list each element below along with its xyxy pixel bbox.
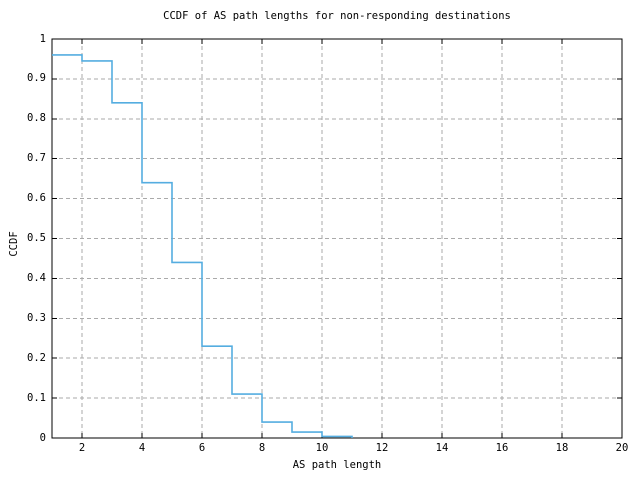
y-tick-label: 0.6: [27, 192, 46, 205]
x-tick-label: 20: [615, 442, 629, 454]
x-tick-label: 6: [198, 442, 206, 454]
y-tick-label: 0.4: [27, 271, 46, 284]
y-tick-label: 0.8: [27, 112, 46, 125]
chart-title: CCDF of AS path lengths for non-respondi…: [163, 10, 511, 22]
y-tick-label: 0.2: [27, 351, 46, 364]
x-tick-label: 2: [78, 442, 86, 454]
x-tick-label: 8: [258, 442, 266, 454]
x-tick-label: 16: [495, 442, 509, 454]
y-tick-label: 1: [39, 32, 46, 45]
ccdf-step-line: [52, 54, 353, 438]
y-tick-label: 0.9: [27, 72, 46, 85]
x-tick-label: 4: [138, 442, 146, 454]
x-tick-label: 12: [375, 442, 389, 454]
y-tick-label: 0.7: [27, 152, 46, 165]
y-tick-label: 0.1: [27, 391, 46, 404]
y-tick-label: 0.5: [27, 232, 46, 244]
y-tick-label: 0: [39, 431, 46, 444]
x-axis-label: AS path length: [292, 459, 382, 471]
y-tick-label: 0.3: [27, 311, 46, 324]
x-tick-label: 18: [555, 442, 569, 454]
plot-border: [51, 38, 623, 439]
x-tick-label: 14: [435, 442, 449, 454]
x-tick-label: 10: [315, 442, 329, 454]
